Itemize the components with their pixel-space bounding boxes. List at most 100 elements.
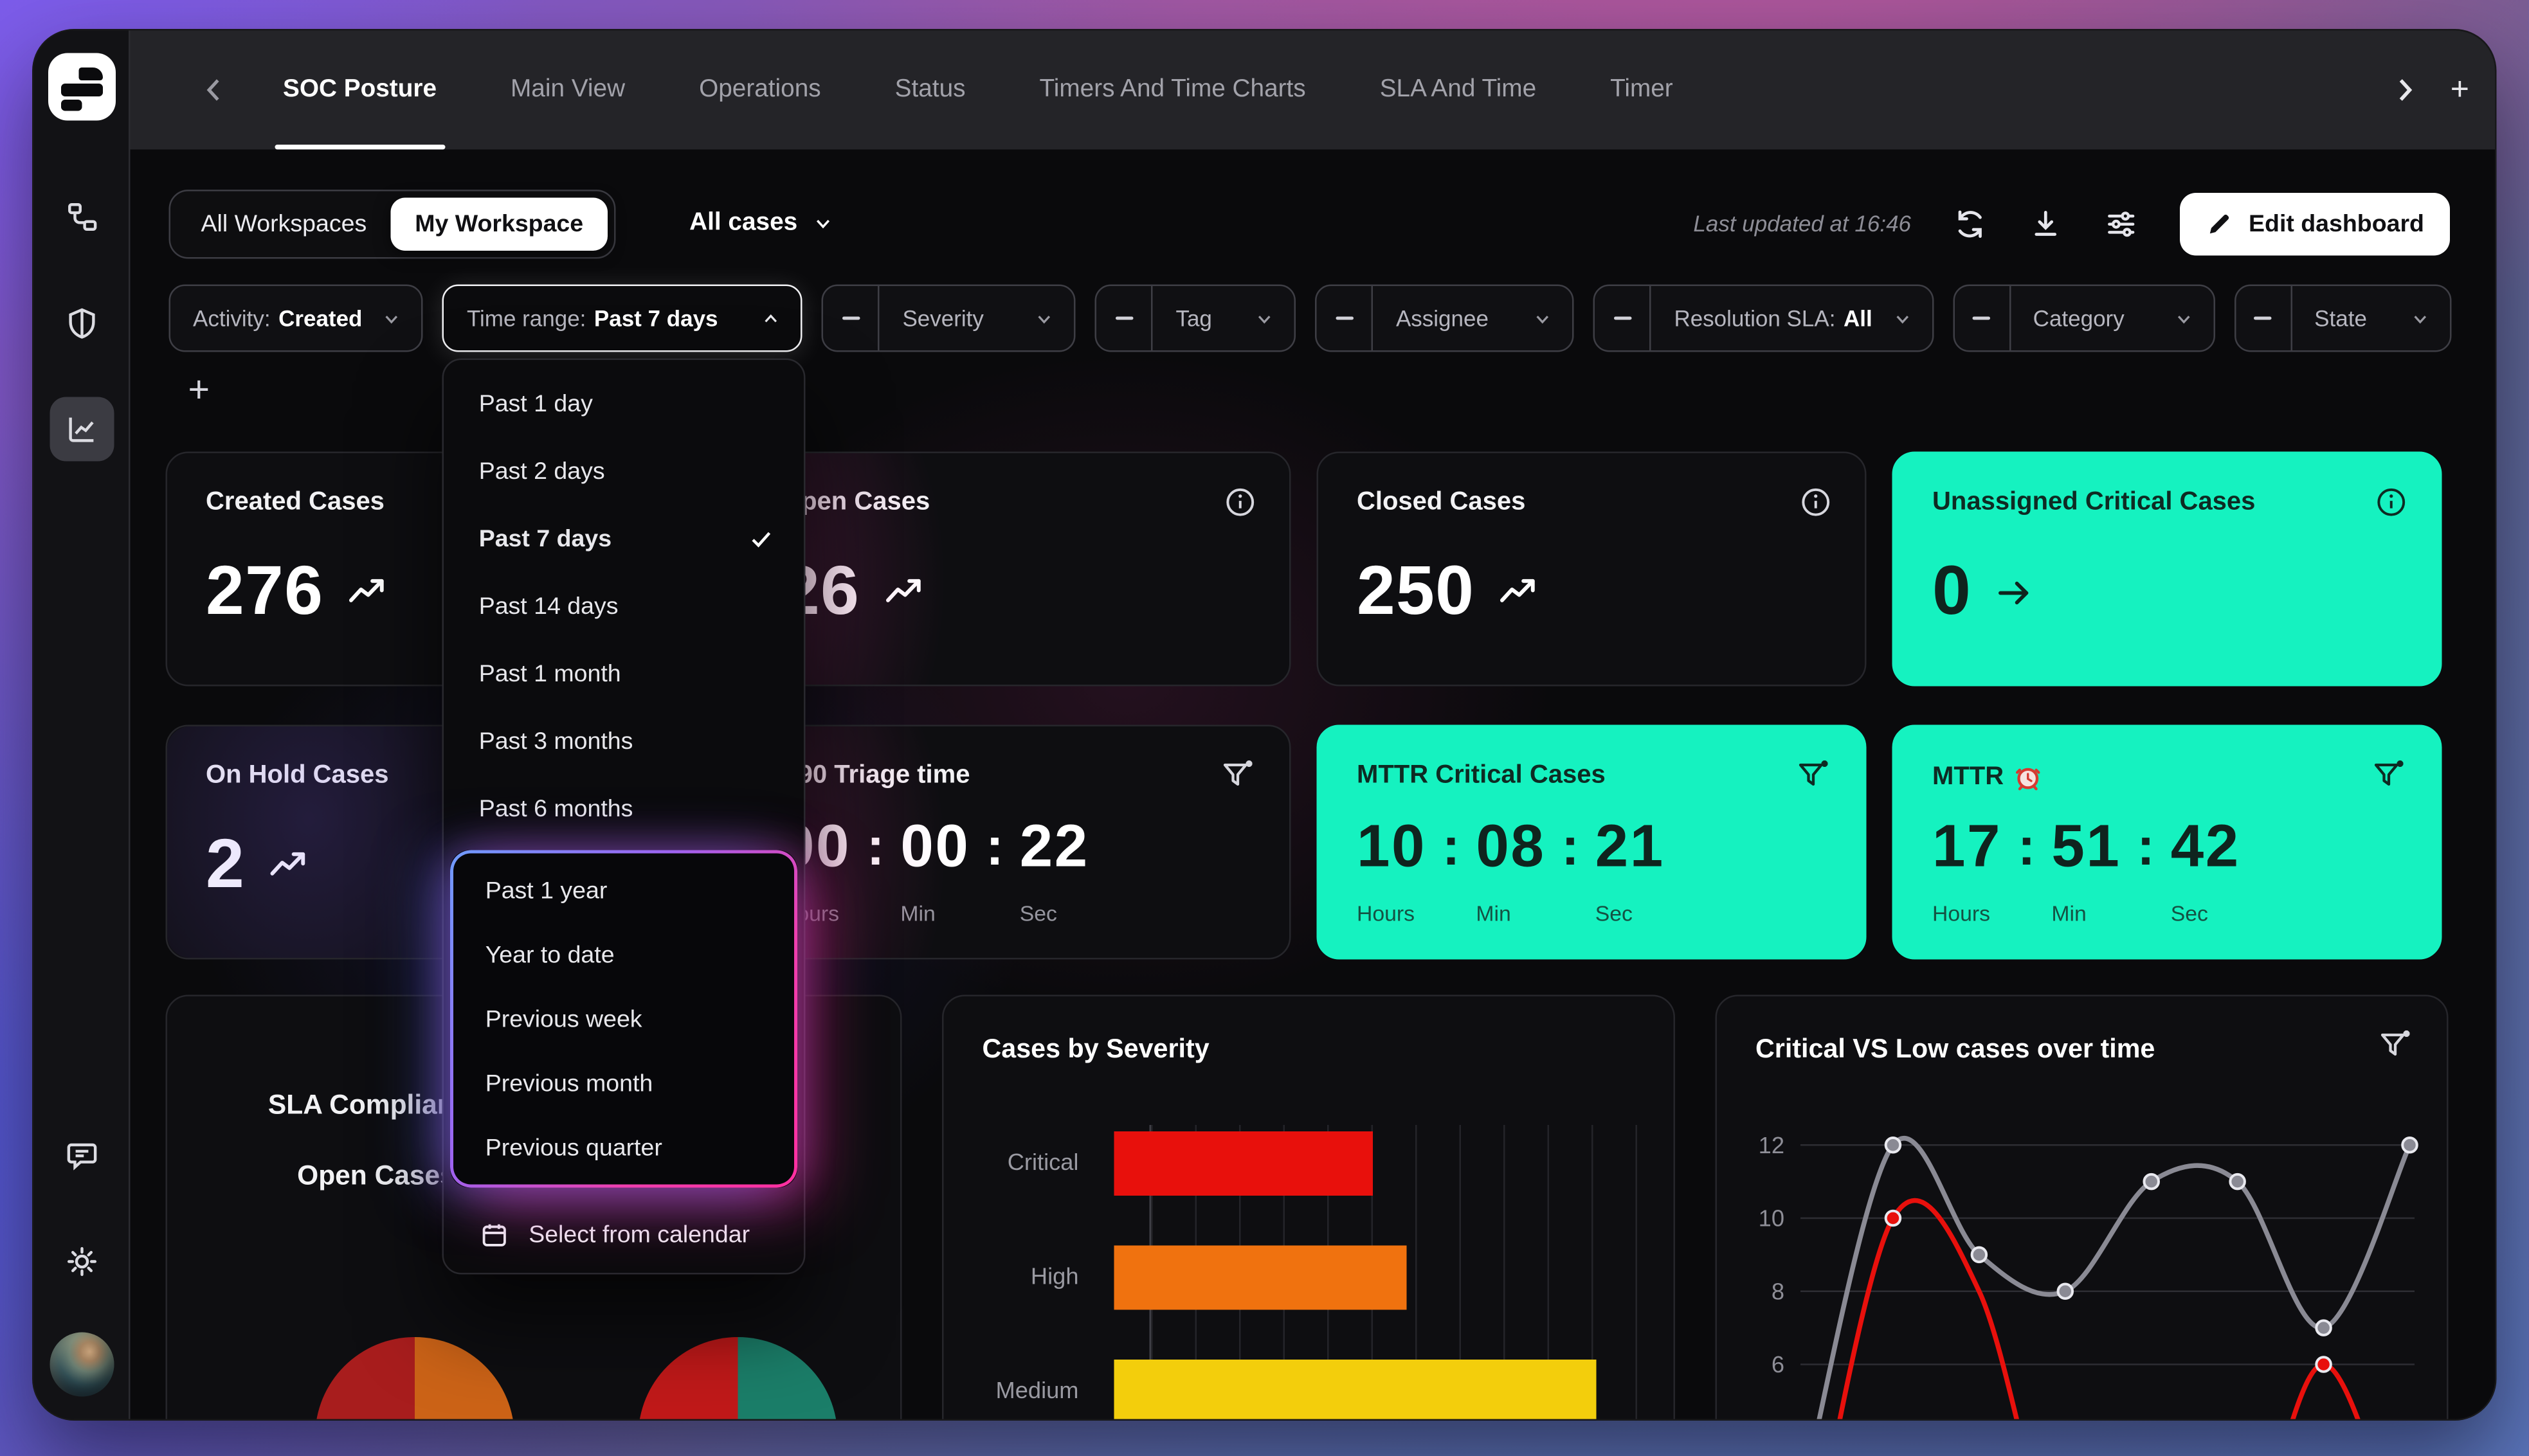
- menu-item-previous-week[interactable]: Previous week: [485, 1005, 642, 1033]
- menu-item-past-3-months[interactable]: Past 3 months: [478, 727, 633, 755]
- card-title: MTTR Critical Cases: [1357, 762, 1606, 789]
- hours-label: Hours: [1357, 901, 1415, 926]
- my-workspace-option[interactable]: My Workspace: [390, 197, 608, 250]
- menu-item-past-1-day[interactable]: Past 1 day: [478, 390, 593, 417]
- min-label: Min: [900, 901, 936, 926]
- sidebar-item-security[interactable]: [49, 291, 113, 355]
- severity-bar: [1114, 1131, 1373, 1196]
- pie-chart: [315, 1337, 514, 1419]
- time-seconds: 21: [1595, 813, 1665, 879]
- filter-star-icon[interactable]: [2370, 755, 2408, 794]
- kpi-card-open-cases[interactable]: Open Cases 26: [741, 451, 1291, 687]
- sidebar-item-feedback[interactable]: [49, 1124, 113, 1188]
- chart-title: Cases by Severity: [982, 1035, 1210, 1064]
- filter-severity[interactable]: Severity: [822, 284, 1076, 352]
- menu-item-past-1-year[interactable]: Past 1 year: [485, 876, 608, 904]
- info-icon[interactable]: [2375, 485, 2409, 519]
- user-avatar[interactable]: [49, 1332, 114, 1397]
- filter-star-icon[interactable]: [1219, 755, 1257, 794]
- tabs-scroll-left-button[interactable]: [198, 74, 230, 106]
- filter-time-range[interactable]: Time range: Past 7 days Past 1 day Past 2…: [442, 284, 806, 1275]
- time-range-dropdown: Past 1 day Past 2 days Past 7 days Past …: [442, 358, 806, 1275]
- sidebar-item-workflow[interactable]: [49, 185, 113, 249]
- menu-item-past-7-days[interactable]: Past 7 days: [444, 505, 804, 572]
- shield-icon: [64, 305, 99, 341]
- download-icon: [2029, 206, 2063, 240]
- chevron-down-icon: [1892, 308, 1913, 329]
- tab-timers-and-time-charts[interactable]: Timers And Time Charts: [1039, 75, 1306, 103]
- sidebar-item-analytics[interactable]: [49, 397, 114, 462]
- refresh-button[interactable]: [1953, 206, 1987, 240]
- kpi-card-mttr-critical-cases[interactable]: MTTR Critical Cases 10 Hours : 08 Min : 21…: [1316, 724, 1867, 960]
- arrow-right-icon: [1994, 571, 2036, 613]
- info-icon[interactable]: [1224, 485, 1258, 519]
- filter-activity[interactable]: Activity: Created: [168, 284, 424, 352]
- sliders-icon: [2104, 206, 2138, 240]
- svg-text:8: 8: [1772, 1278, 1784, 1304]
- filter-star-icon[interactable]: [2376, 1025, 2415, 1064]
- filter-state[interactable]: State: [2234, 284, 2451, 352]
- tabs-scroll-right-button[interactable]: [2389, 74, 2422, 106]
- edit-dashboard-button[interactable]: Edit dashboard: [2179, 192, 2450, 255]
- refresh-icon: [1953, 206, 1987, 240]
- menu-item-past-14-days[interactable]: Past 14 days: [478, 592, 619, 620]
- dashboard-toolbar: All Workspaces My Workspace All cases La…: [168, 182, 2450, 265]
- filter-category[interactable]: Category: [1952, 284, 2215, 352]
- severity-bar-row: High: [944, 1245, 1645, 1310]
- tab-timer-truncated[interactable]: Timer: [1610, 75, 1673, 103]
- calendar-icon: [479, 1220, 510, 1251]
- card-title: Closed Cases: [1357, 489, 1526, 516]
- menu-item-year-to-date[interactable]: Year to date: [485, 940, 615, 969]
- main-area: SOC Posture Main View Operations Status …: [130, 30, 2495, 1419]
- menu-item-past-6-months[interactable]: Past 6 months: [478, 795, 633, 822]
- kpi-card-unassigned-critical-cases[interactable]: Unassigned Critical Cases 0: [1892, 451, 2442, 687]
- card-title: On Hold Cases: [206, 762, 389, 789]
- severity-bar-label: Critical: [1007, 1151, 1079, 1176]
- chevron-down-icon: [2409, 308, 2431, 329]
- menu-item-previous-month[interactable]: Previous month: [485, 1069, 653, 1097]
- tab-main-view[interactable]: Main View: [511, 75, 626, 103]
- all-workspaces-option[interactable]: All Workspaces: [201, 210, 367, 237]
- tab-operations[interactable]: Operations: [699, 75, 821, 103]
- download-button[interactable]: [2029, 206, 2063, 240]
- kpi-value: 0: [1932, 553, 1972, 630]
- chevron-up-icon: [761, 308, 782, 329]
- add-tab-button[interactable]: +: [2450, 71, 2469, 107]
- trending-up-icon: [882, 571, 926, 615]
- trending-up-icon: [1497, 571, 1541, 615]
- severity-bar-row: Medium: [944, 1360, 1645, 1419]
- chart-card-cases-by-severity[interactable]: Cases by Severity Critical High Medium: [942, 994, 1675, 1419]
- min-label: Min: [2051, 901, 2087, 926]
- filter-resolution-sla[interactable]: Resolution SLA: All: [1593, 284, 1934, 352]
- filter-star-icon[interactable]: [1794, 755, 1833, 794]
- severity-bar-label: High: [1030, 1264, 1079, 1291]
- chart-card-critical-vs-low[interactable]: Critical VS Low cases over time 12 10 8 6: [1715, 994, 2449, 1419]
- severity-bar: [1114, 1245, 1408, 1310]
- filter-assignee[interactable]: Assignee: [1315, 284, 1575, 352]
- kpi-card-p90-triage-time[interactable]: P90 Triage time 00 Hours : 00 Min : 22 Sec: [741, 724, 1291, 960]
- tab-soc-posture[interactable]: SOC Posture: [246, 31, 474, 150]
- menu-item-past-2-days[interactable]: Past 2 days: [478, 457, 605, 485]
- minus-icon: [1595, 286, 1652, 350]
- minus-icon: [1097, 286, 1154, 350]
- app-logo[interactable]: [47, 53, 115, 121]
- time-seconds: 22: [1019, 813, 1089, 879]
- filter-tag[interactable]: Tag: [1095, 284, 1296, 352]
- kpi-card-mttr[interactable]: MTTR 17 Hours : 51 Min : 42 Sec: [1892, 724, 2442, 960]
- sidebar: [33, 30, 131, 1419]
- kpi-card-closed-cases[interactable]: Closed Cases 250: [1316, 451, 1867, 687]
- tab-status[interactable]: Status: [894, 75, 966, 103]
- svg-text:6: 6: [1772, 1351, 1784, 1378]
- menu-item-select-from-calendar[interactable]: Select from calendar: [444, 1196, 804, 1260]
- tab-sla-and-time[interactable]: SLA And Time: [1379, 75, 1537, 103]
- analytics-icon: [64, 411, 99, 447]
- display-settings-button[interactable]: [2104, 206, 2138, 240]
- menu-item-past-1-month[interactable]: Past 1 month: [478, 660, 621, 687]
- sidebar-item-settings[interactable]: [49, 1230, 113, 1294]
- menu-item-previous-quarter[interactable]: Previous quarter: [485, 1133, 662, 1162]
- add-filter-button[interactable]: +: [188, 368, 210, 410]
- cases-scope-dropdown[interactable]: All cases: [689, 209, 835, 238]
- filter-bar: Activity: Created Time range: Past 7 days …: [168, 284, 2451, 1275]
- info-icon[interactable]: [1799, 485, 1833, 519]
